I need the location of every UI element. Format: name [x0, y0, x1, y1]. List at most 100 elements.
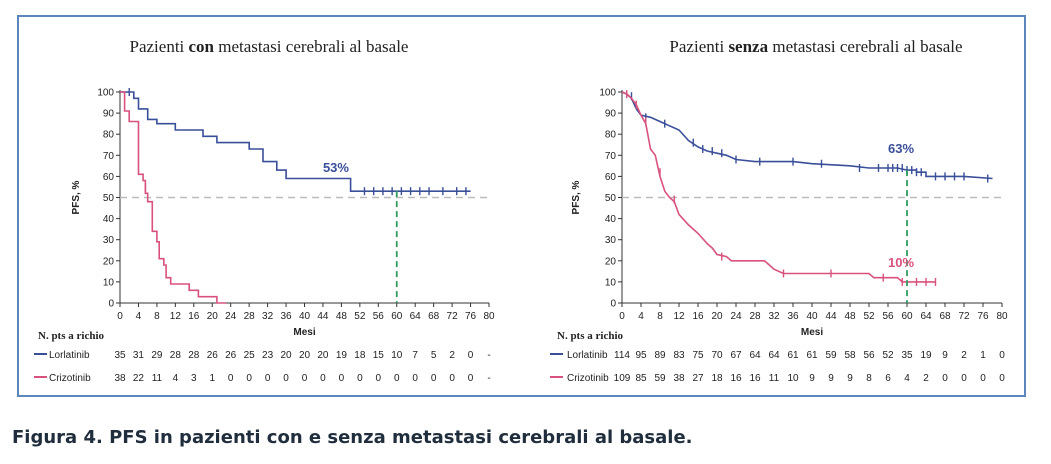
risk-value: 22 [133, 373, 145, 384]
risk-value: 58 [844, 350, 856, 361]
x-tick-label: 44 [825, 311, 837, 322]
risk-value: 89 [654, 350, 666, 361]
x-tick-label: 68 [428, 311, 440, 322]
risk-value: 59 [654, 373, 666, 384]
x-tick-label: 8 [154, 311, 160, 322]
x-tick-label: 8 [657, 311, 663, 322]
risk-value: 61 [806, 350, 818, 361]
risk-value: 26 [207, 350, 219, 361]
x-tick-label: 24 [730, 311, 742, 322]
risk-value: 23 [262, 350, 274, 361]
risk-value: 0 [357, 373, 363, 384]
x-tick-label: 72 [447, 311, 459, 322]
risk-value: 0 [394, 373, 400, 384]
risk-value: 0 [468, 373, 474, 384]
risk-value: 16 [730, 373, 742, 384]
risk-value: 1 [980, 350, 986, 361]
risk-value: 16 [749, 373, 761, 384]
risk-value: 29 [151, 350, 163, 361]
series-line-lorlatinib [621, 91, 993, 180]
risk-value: 109 [614, 373, 631, 384]
x-tick-label: 60 [391, 311, 403, 322]
y-tick-label: 50 [605, 193, 617, 204]
y-tick-label: 10 [605, 277, 617, 288]
risk-value: 4 [173, 373, 179, 384]
risk-value: - [487, 373, 490, 384]
x-tick-label: 76 [465, 311, 477, 322]
risk-value: 83 [673, 350, 685, 361]
x-tick-label: 56 [882, 311, 894, 322]
risk-value: 4 [904, 373, 910, 384]
x-tick-label: 20 [207, 311, 219, 322]
risk-value: 27 [692, 373, 704, 384]
risk-value: 38 [114, 373, 126, 384]
y-tick-label: 30 [605, 235, 617, 246]
chart-title: Pazienti con metastasi cerebrali al basa… [130, 37, 409, 56]
risk-value: 10 [787, 373, 799, 384]
x-tick-label: 64 [920, 311, 932, 322]
risk-value: 114 [614, 350, 630, 361]
y-tick-label: 40 [103, 214, 115, 225]
y-tick-label: 30 [103, 235, 115, 246]
x-tick-label: 28 [749, 311, 761, 322]
y-tick-label: 60 [605, 172, 617, 183]
risk-value: 11 [152, 373, 163, 384]
risk-value: 25 [244, 350, 256, 361]
figure-caption: Figura 4. PFS in pazienti con e senza me… [12, 427, 693, 448]
risk-value: - [487, 350, 490, 361]
risk-value: 26 [225, 350, 237, 361]
annotation-lorlatinib: 63% [888, 141, 914, 156]
risk-value: 9 [847, 373, 853, 384]
risk-row-label-crizotinib: Crizotinib [49, 373, 91, 384]
risk-value: 0 [961, 373, 967, 384]
x-tick-label: 0 [619, 311, 625, 322]
annotation-crizotinib: 10% [888, 255, 914, 270]
risk-table-label: N. pts a richio [557, 330, 624, 342]
risk-value: 35 [901, 350, 913, 361]
y-axis-label: PFS, % [71, 180, 82, 214]
series-line-crizotinib [621, 91, 936, 283]
x-axis-label: Mesi [801, 327, 823, 338]
x-tick-label: 68 [939, 311, 951, 322]
risk-value: 52 [882, 350, 894, 361]
x-tick-label: 72 [958, 311, 970, 322]
risk-row-label-lorlatinib: Lorlatinib [49, 350, 90, 361]
series-line-crizotinib [120, 91, 227, 304]
y-tick-label: 100 [599, 88, 616, 99]
y-tick-label: 80 [605, 130, 617, 141]
risk-value: 15 [373, 350, 385, 361]
y-tick-label: 50 [103, 193, 115, 204]
risk-row-label-lorlatinib: Lorlatinib [567, 350, 608, 361]
y-tick-label: 20 [103, 256, 115, 267]
y-tick-label: 90 [605, 109, 617, 120]
y-tick-label: 90 [103, 109, 115, 120]
x-tick-label: 48 [844, 311, 856, 322]
y-tick-label: 40 [605, 214, 617, 225]
risk-value: 61 [787, 350, 799, 361]
risk-value: 2 [923, 373, 929, 384]
risk-value: 2 [961, 350, 967, 361]
risk-value: 0 [376, 373, 382, 384]
chart-panel-2: Pazienti senza metastasi cerebrali al ba… [550, 37, 1008, 384]
y-tick-label: 70 [605, 151, 617, 162]
x-tick-label: 4 [136, 311, 142, 322]
risk-value: 0 [431, 373, 437, 384]
x-tick-label: 80 [996, 311, 1008, 322]
x-tick-label: 60 [901, 311, 913, 322]
y-axis-label: PFS, % [571, 180, 582, 214]
y-tick-label: 100 [97, 88, 114, 99]
risk-value: 9 [942, 350, 948, 361]
risk-value: 0 [246, 373, 252, 384]
risk-value: 6 [885, 373, 891, 384]
risk-value: 0 [302, 373, 308, 384]
y-tick-label: 70 [103, 151, 115, 162]
x-tick-label: 52 [354, 311, 366, 322]
x-tick-label: 56 [373, 311, 385, 322]
risk-value: 7 [412, 350, 418, 361]
risk-value: 11 [769, 373, 780, 384]
x-tick-label: 44 [317, 311, 329, 322]
x-tick-label: 64 [410, 311, 422, 322]
annotation-lorlatinib: 53% [323, 160, 349, 175]
risk-value: 5 [431, 350, 437, 361]
risk-value: 95 [635, 350, 647, 361]
